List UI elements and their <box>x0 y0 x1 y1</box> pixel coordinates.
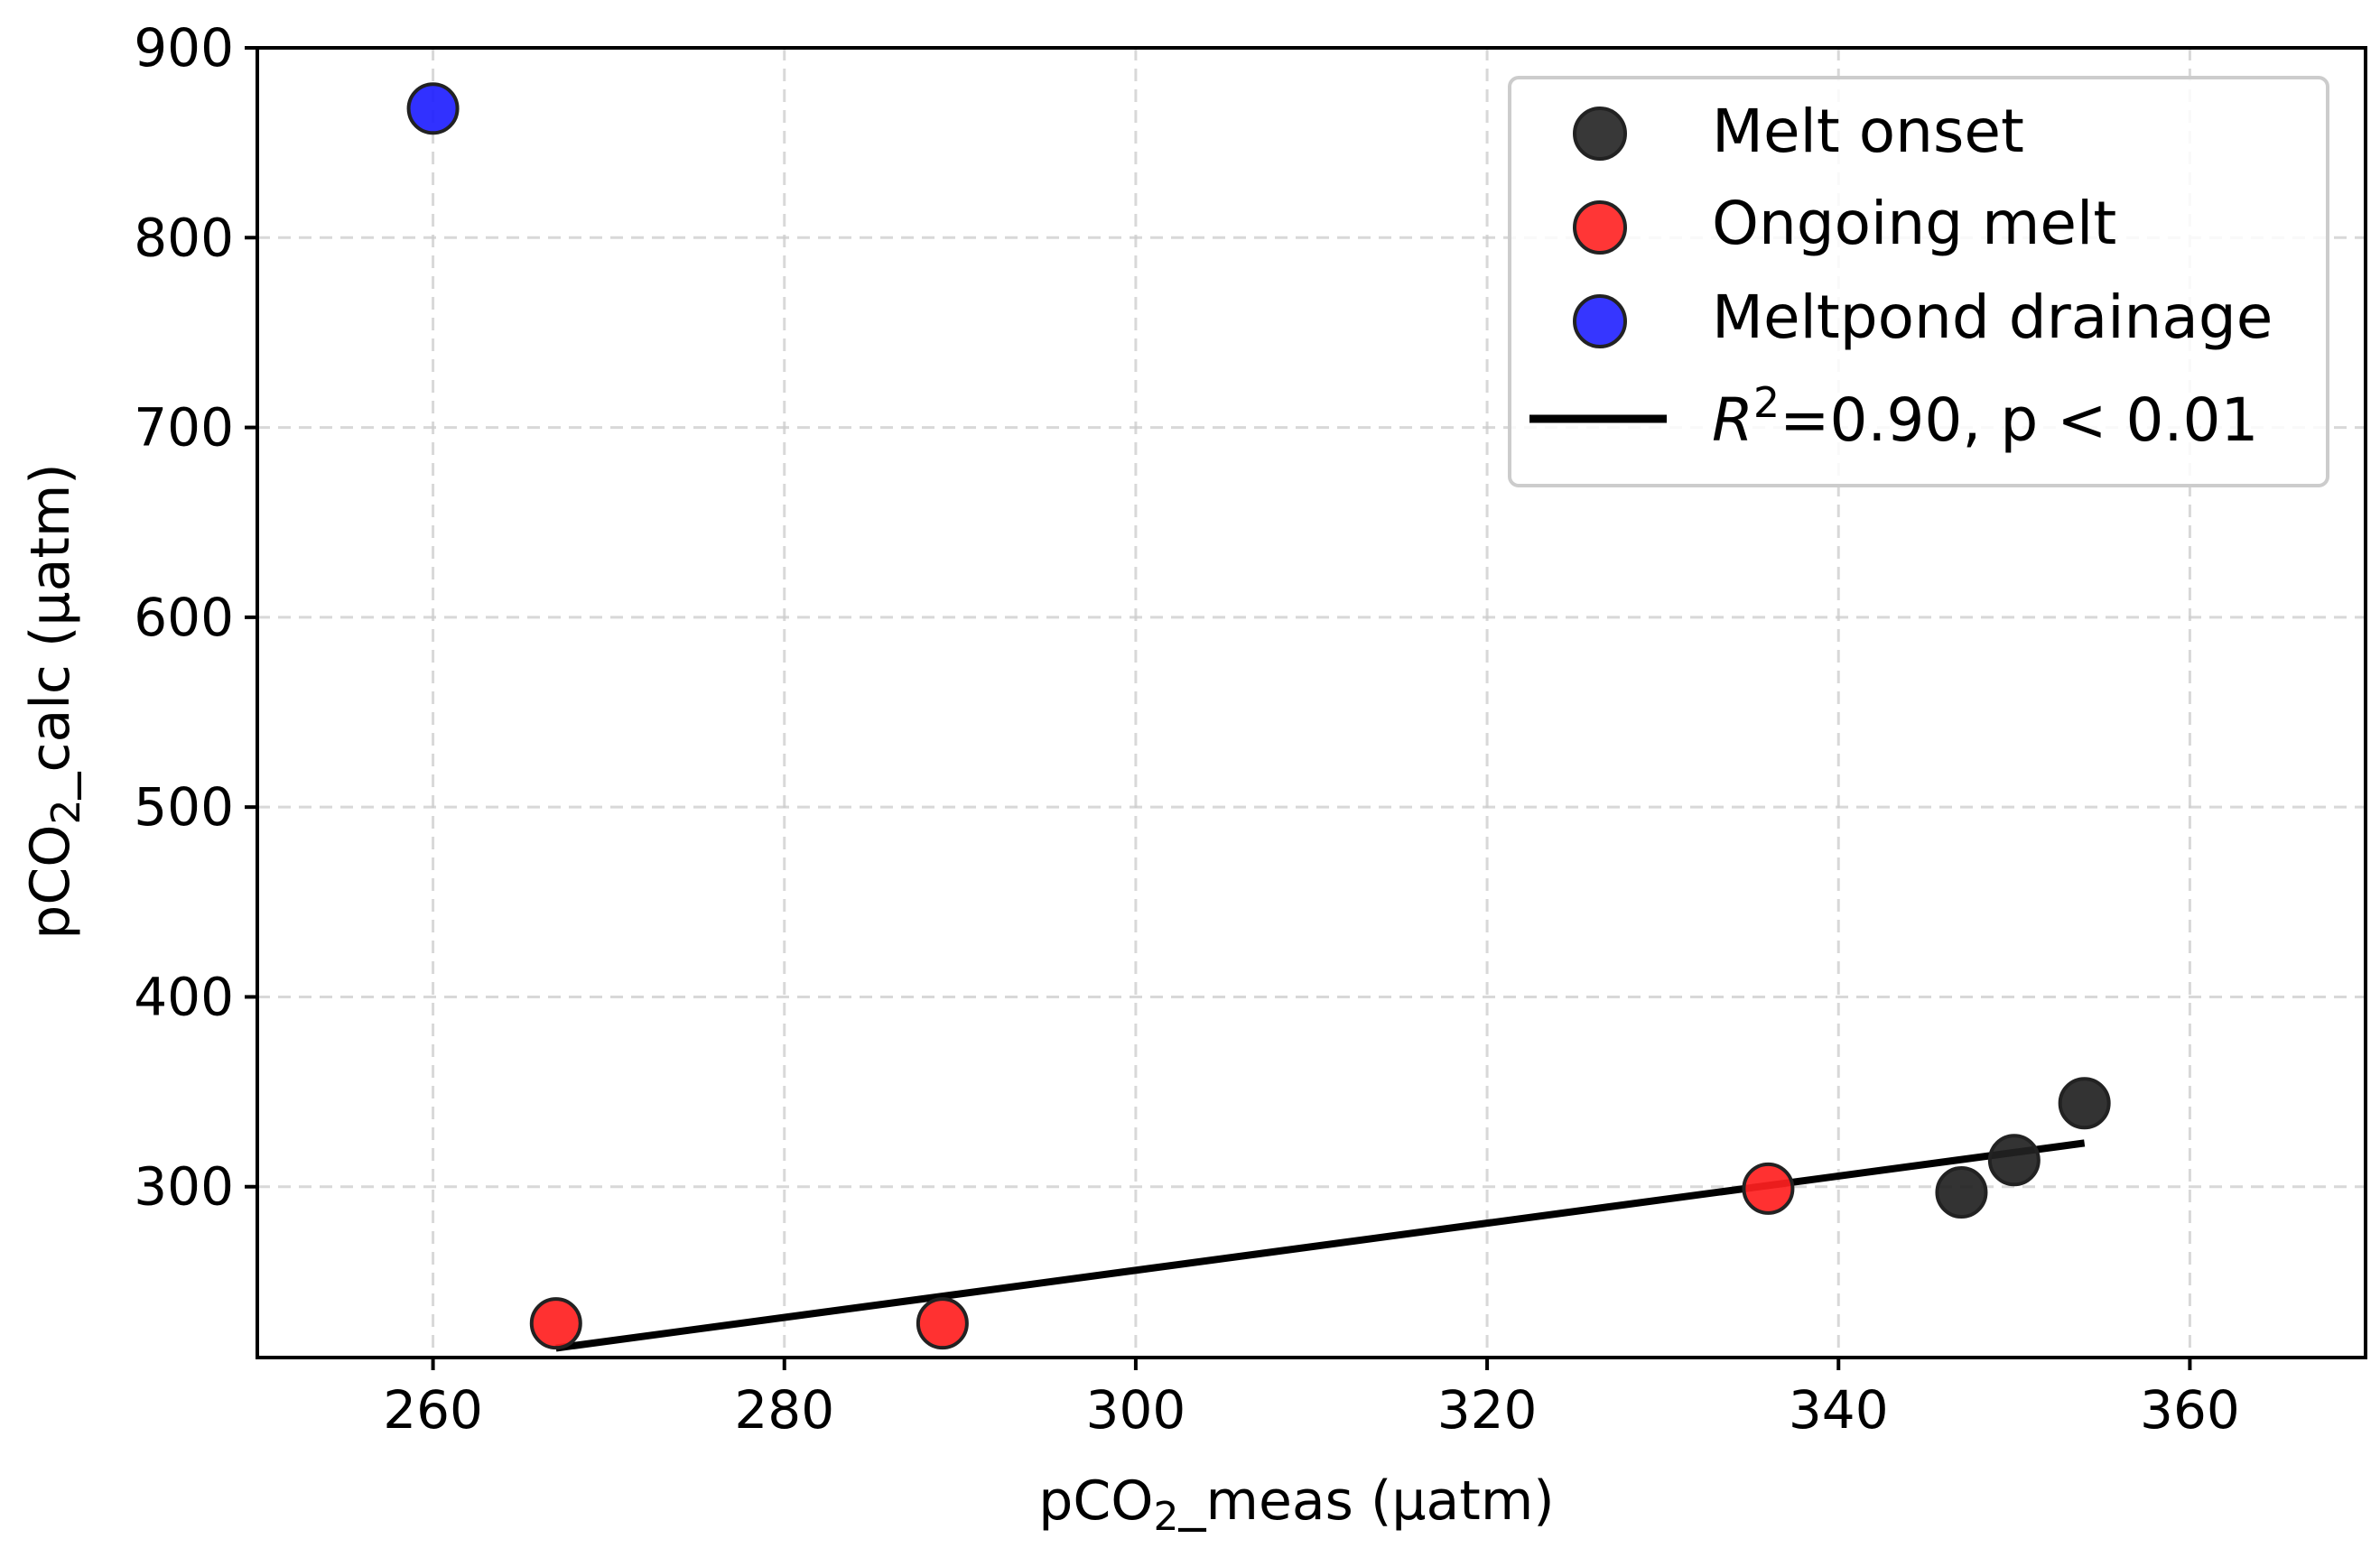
y-tick-label: 700 <box>134 397 234 459</box>
legend-label-ongoing-melt: Ongoing melt <box>1712 189 2116 258</box>
x-tick-label: 300 <box>1086 1379 1186 1441</box>
plot-frame <box>256 46 2367 1359</box>
data-points <box>406 82 2111 1350</box>
regression-layer <box>555 1139 2086 1352</box>
legend: Melt onset Ongoing melt Meltpond drainag… <box>1508 76 2329 487</box>
data-point <box>2058 1077 2111 1130</box>
data-point <box>406 82 460 135</box>
legend-marker-ongoing-melt <box>1573 200 1627 255</box>
data-point <box>916 1297 969 1350</box>
legend-label-meltpond-drainage: Meltpond drainage <box>1712 283 2273 352</box>
x-tick-label: 260 <box>383 1379 483 1441</box>
y-tick-label: 600 <box>134 587 234 648</box>
y-axis-label: pCO2_calc (µatm) <box>19 463 89 939</box>
x-tick-label: 280 <box>734 1379 834 1441</box>
y-tick-label: 300 <box>134 1156 234 1218</box>
y-axis-ticks: 300 400 500 600 700 800 900 <box>134 17 257 1218</box>
y-tick-label: 900 <box>134 17 234 79</box>
y-tick-label: 400 <box>134 966 234 1027</box>
y-tick-label: 800 <box>134 207 234 268</box>
regression-line <box>555 1139 2086 1352</box>
x-axis-ticks: 260 280 300 320 340 360 <box>383 1358 2240 1441</box>
data-point <box>529 1297 582 1350</box>
y-tick-label: 500 <box>134 776 234 838</box>
legend-marker-meltpond-drainage <box>1573 294 1627 348</box>
legend-box <box>1508 76 2329 487</box>
data-point <box>1935 1166 1988 1219</box>
x-axis-label: pCO2_meas (µatm) <box>1038 1469 1554 1540</box>
x-tick-label: 360 <box>2140 1379 2240 1441</box>
legend-marker-melt-onset <box>1573 107 1627 161</box>
legend-label-regression: R2=0.90, p < 0.01 <box>1712 378 2258 455</box>
x-tick-label: 340 <box>1789 1379 1889 1441</box>
x-tick-label: 320 <box>1437 1379 1538 1441</box>
legend-label-melt-onset: Melt onset <box>1712 97 2024 166</box>
data-point <box>1742 1162 1795 1215</box>
data-point <box>1987 1134 2041 1187</box>
